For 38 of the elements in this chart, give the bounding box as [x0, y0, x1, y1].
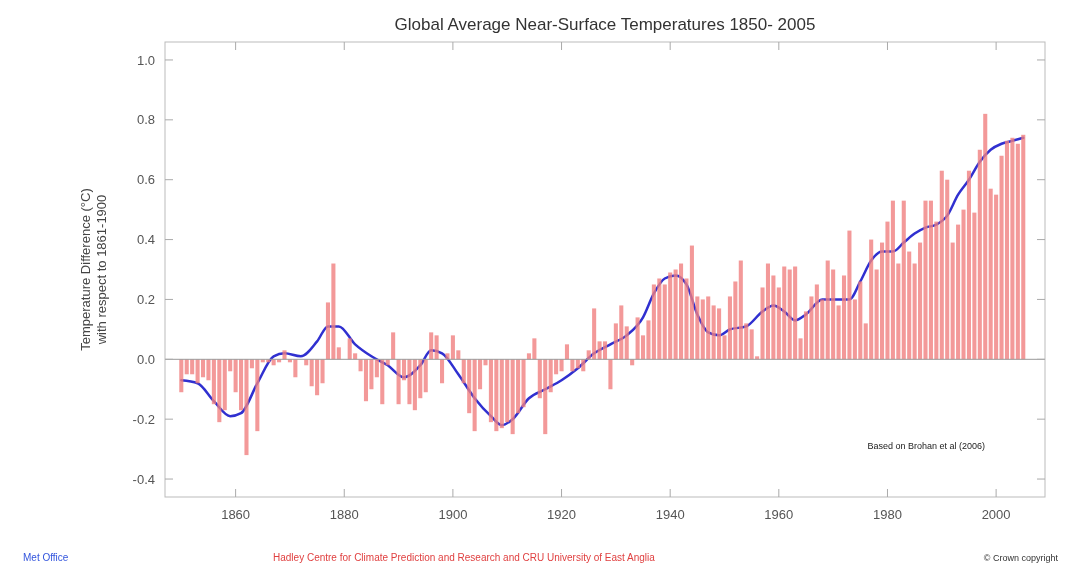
annotation: Based on Brohan et al (2006) [867, 441, 985, 452]
bar [282, 350, 287, 360]
y-tick-label: 0.6 [136, 172, 155, 188]
bar [434, 335, 439, 360]
text: Met Office [23, 552, 69, 563]
text: Hadley Centre for Climate Prediction and Research and CRU University of East Anglia [273, 552, 656, 563]
x-tick-label: 1940 [655, 507, 685, 522]
bar [429, 332, 434, 360]
y-tick-label: 1.0 [136, 52, 155, 68]
x-tick-label: 1980 [873, 507, 902, 522]
bar [1004, 140, 1010, 360]
x-tick-label: 1860 [221, 507, 251, 522]
x-tick-label: 2000 [981, 507, 1011, 522]
y-tick-label: -0.2 [132, 411, 155, 427]
y-tick-label: 0.0 [136, 351, 155, 367]
bar [564, 344, 570, 360]
y-tick-label: 0.4 [136, 232, 155, 248]
bar [336, 347, 341, 360]
x-tick-label: 1920 [547, 507, 576, 522]
text: © Crown copyright [983, 553, 1059, 563]
bar [179, 359, 184, 393]
x-tick-label: 1880 [329, 507, 359, 522]
bar [608, 359, 613, 390]
y-tick-label: 0.8 [136, 112, 155, 128]
bar [559, 359, 564, 372]
bar [440, 359, 445, 384]
bar [602, 341, 608, 360]
x-tick-label: 1960 [764, 507, 794, 522]
x-tick-label: 1900 [438, 507, 468, 522]
bar [624, 326, 629, 360]
y-axis-title: Temperature Difference (°C) with respect to 1861-1900 [78, 188, 109, 351]
bar [391, 332, 396, 360]
chart-title: Global Average Near-Surface Temperatures 1850- 2005 [394, 15, 816, 34]
bar [363, 359, 369, 402]
y-tick-label: -0.4 [132, 471, 155, 487]
bar [570, 359, 575, 372]
y-tick-label: 0.2 [136, 291, 155, 307]
bar [423, 359, 428, 393]
